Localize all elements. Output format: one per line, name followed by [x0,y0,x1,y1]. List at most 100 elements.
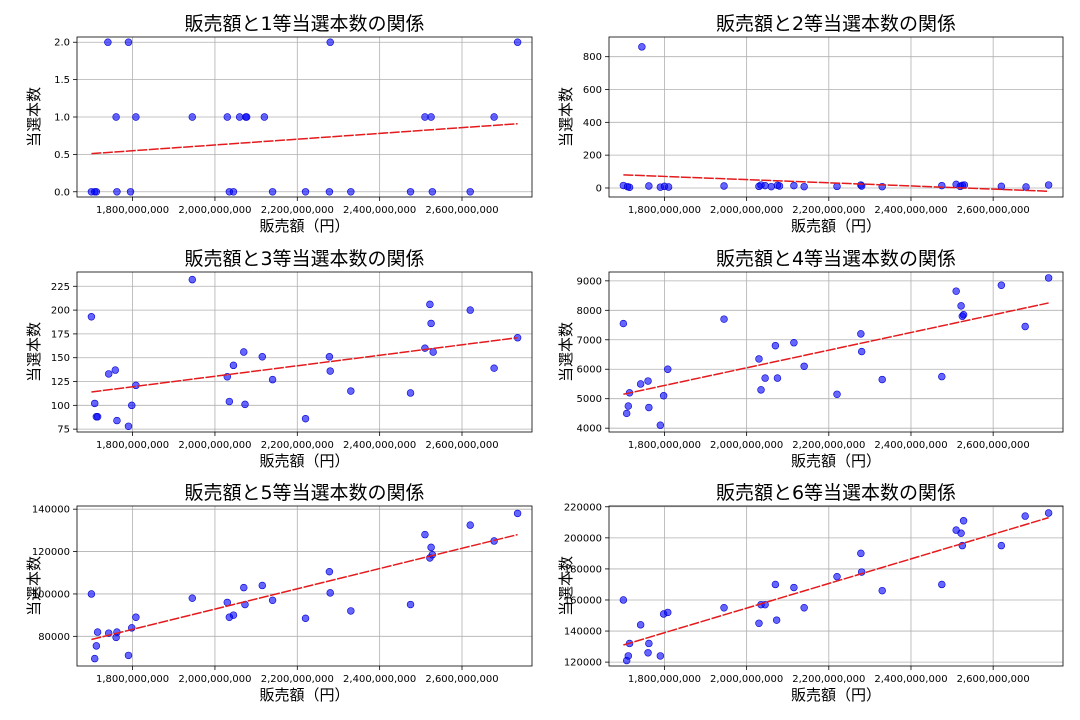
data-point [1021,512,1029,520]
plot-frame [76,271,533,433]
data-point [959,311,968,319]
data-point [755,619,763,627]
data-point [325,188,334,196]
y-tick-label: 1.5 [54,75,70,86]
x-tick-label: 2,200,000,000 [261,205,334,216]
x-tick-label: 2,200,000,000 [792,205,865,216]
data-point [773,374,782,382]
data-point [325,353,334,361]
x-tick-label: 1,800,000,000 [628,440,701,451]
y-tick-label: 4000 [577,424,602,435]
data-point [301,414,310,423]
data-point [111,366,119,374]
data-point [800,362,808,370]
data-point [347,188,355,196]
chart-5: 販売額と5等当選本数の関係 1,800,000,000 2,000,000,000 2… [25,482,533,704]
data-point [92,642,101,650]
x-axis-label: 販売額（円） [259,452,349,470]
data-point [800,182,808,191]
x-axis-label: 販売額（円） [259,686,349,704]
plot-frame [608,36,1064,198]
data-point [957,529,965,537]
data-point [800,604,808,612]
x-tick-label: 2,000,000,000 [178,205,251,216]
data-point [1022,183,1030,191]
trend-line [91,336,518,393]
y-tick-label: 9000 [577,276,602,287]
data-point [188,594,196,602]
data-point [656,652,665,660]
x-tick-label: 2,400,000,000 [343,674,416,685]
y-tick-label: 5000 [577,394,602,405]
data-point [622,409,631,418]
y-tick-label: 600 [583,85,602,96]
data-point [347,607,355,615]
data-point [775,182,784,190]
data-point [326,589,334,597]
data-point [997,281,1006,289]
data-point [761,374,769,382]
x-tick-label: 1,800,000,000 [628,674,701,685]
x-tick-label: 1,800,000,000 [628,205,701,216]
x-tick-label: 2,000,000,000 [710,674,783,685]
data-point [833,182,841,191]
y-axis-label: 当選本数 [557,322,575,382]
data-point [301,188,310,196]
x-tick-label: 2,600,000,000 [957,674,1030,685]
x-tick-label: 2,200,000,000 [261,674,334,685]
data-point [223,113,231,121]
data-point [240,348,248,356]
data-point [268,596,277,605]
y-tick-label: 8000 [577,306,602,317]
data-point [761,181,769,190]
data-point [93,628,102,636]
data-point [1021,322,1029,331]
data-point [225,397,234,406]
data-point [87,313,96,321]
data-point [771,580,780,589]
data-point [229,188,238,196]
x-tick-label: 2,200,000,000 [792,674,865,685]
data-point [513,38,522,46]
data-point [857,549,865,558]
data-point [938,181,946,190]
y-tick-label: 140000 [564,627,602,638]
data-point [124,651,133,660]
data-point [1044,509,1053,517]
data-point [625,183,634,192]
data-point [406,600,415,609]
x-tick-label: 1,800,000,000 [96,440,169,451]
plot-frame [76,36,533,198]
data-point [235,113,244,121]
y-tick-label: 7000 [577,335,602,346]
data-point [664,183,673,191]
x-tick-label: 2,000,000,000 [178,674,251,685]
data-point [325,567,334,576]
data-point [132,113,140,121]
data-point [258,581,266,590]
y-tick-label: 800 [583,52,602,63]
data-point [93,413,102,421]
y-axis-label: 当選本数 [25,556,43,616]
data-point [720,604,728,612]
x-axis-label: 販売額（円） [791,686,881,704]
data-point [124,422,133,430]
x-tick-label: 2,000,000,000 [178,440,251,451]
data-point [767,182,775,191]
y-tick-label: 100000 [32,589,70,600]
x-tick-label: 1,800,000,000 [96,205,169,216]
data-point [240,583,248,592]
data-point [490,113,498,121]
data-point [997,541,1006,550]
chart-4: 販売額と4等当選本数の関係 1,800,000,000 2,000,000,000 2… [557,248,1064,470]
data-point [957,302,965,310]
trend-line [91,122,518,155]
data-point [128,401,136,410]
data-point [772,616,781,624]
data-point [113,188,121,196]
data-point [1044,181,1053,189]
y-tick-label: 125 [51,377,70,388]
x-tick-label: 2,400,000,000 [343,440,416,451]
data-point [132,613,140,621]
